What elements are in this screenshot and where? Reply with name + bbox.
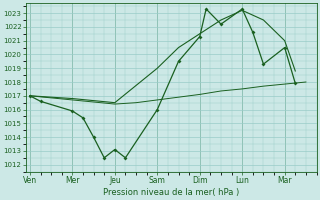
X-axis label: Pression niveau de la mer( hPa ): Pression niveau de la mer( hPa ) [103,188,239,197]
